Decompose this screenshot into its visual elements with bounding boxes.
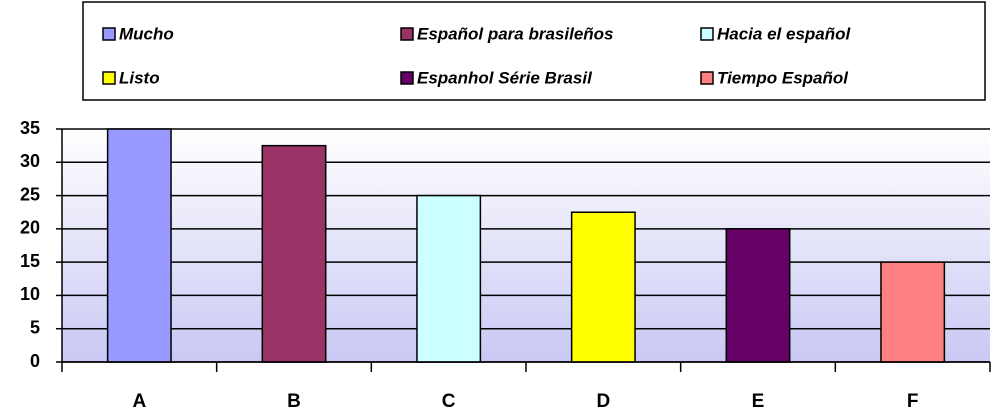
- legend-label: Hacia el español: [717, 24, 852, 43]
- y-tick-label: 5: [30, 317, 40, 337]
- legend-label: Mucho: [119, 24, 174, 43]
- y-tick-label: 15: [20, 251, 40, 271]
- plot-area: [62, 129, 990, 362]
- x-tick-label: E: [752, 391, 765, 412]
- x-tick-label: D: [596, 391, 610, 412]
- x-tick-label: F: [907, 391, 919, 412]
- bar: [416, 194, 482, 363]
- y-tick-label: 0: [30, 351, 40, 371]
- bar: [880, 261, 946, 363]
- y-tick-label: 10: [20, 284, 40, 304]
- bar: [570, 211, 636, 363]
- y-tick-label: 35: [20, 118, 40, 138]
- y-tick-label: 30: [20, 151, 40, 171]
- legend-label: Espanhol Série Brasil: [417, 68, 593, 87]
- legend-box: [82, 1, 986, 101]
- x-tick-label: A: [132, 391, 146, 412]
- legend-label: Listo: [119, 68, 160, 87]
- bar: [725, 228, 791, 363]
- legend-swatch: [102, 71, 116, 85]
- legend-label: Tiempo Español: [717, 68, 849, 87]
- legend-swatch: [400, 27, 414, 41]
- legend-label: Español para brasileños: [417, 24, 614, 43]
- y-tick-label: 25: [20, 184, 40, 204]
- legend-swatch: [102, 27, 116, 41]
- legend-swatch: [400, 71, 414, 85]
- legend-swatch: [700, 71, 714, 85]
- x-tick-label: C: [442, 391, 456, 412]
- bar: [261, 144, 327, 363]
- bar: [106, 128, 172, 363]
- x-tick-label: B: [287, 391, 301, 412]
- legend-swatch: [700, 27, 714, 41]
- y-tick-label: 20: [20, 218, 40, 238]
